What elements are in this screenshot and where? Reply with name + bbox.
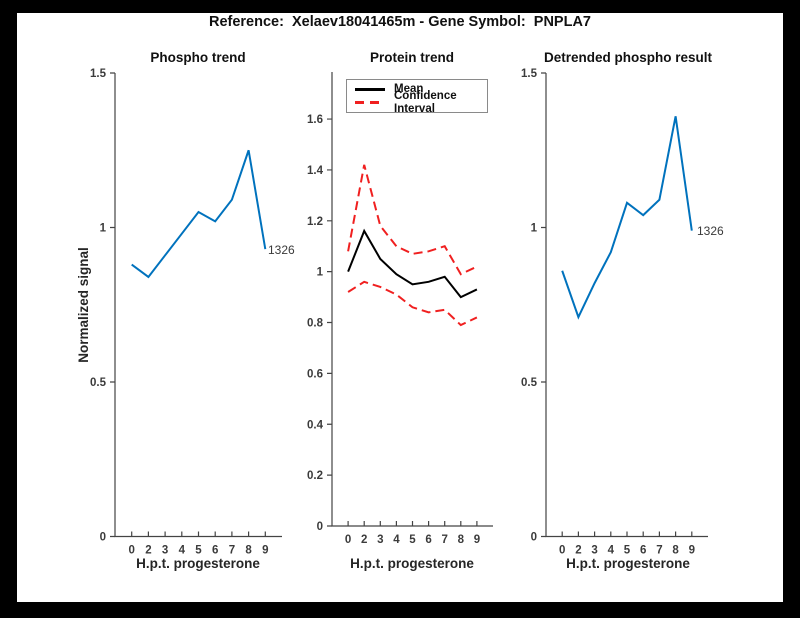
x-tick-label: 9 [689,545,695,557]
figure-title: Reference: Xelaev18041465m - Gene Symbol… [208,14,591,30]
x-tick-label: 8 [245,545,252,557]
legend-item-ci: Confidence Interval [347,90,487,115]
y-tick-label: 1 [531,223,538,235]
x-tick-label: 7 [441,534,447,546]
x-tick-label: 8 [672,545,679,557]
mean-line-swatch [355,87,385,91]
x-tick-label: 0 [345,534,351,546]
y-tick-label: 0.6 [307,368,323,380]
y-tick-label: 1.5 [90,68,107,80]
tick-marks [327,118,478,527]
axis-lines [114,73,282,538]
x-tick-label: 5 [624,545,631,557]
x-tick-label: 3 [377,534,383,546]
phospho-plot: 00.511.50 2 3 4 5 6 7 8 9 [90,68,282,557]
x-tick-label: 9 [474,534,480,546]
x-tick-label: 6 [425,534,431,546]
y-tick-label: 1.2 [307,216,323,228]
tick-marks [110,72,266,538]
legend-item-mean: Mean [347,83,487,96]
y-tick-label: 1 [317,267,324,279]
legend: Mean Confidence Interval [346,79,488,115]
ci-upper-line [347,164,478,276]
legend-label-ci: Confidence Interval [394,89,457,115]
y-tick-label: 0 [100,532,106,544]
x-tick-label: 7 [656,545,662,557]
x-tick-label: 4 [393,534,400,546]
y-tick-label: 1.4 [307,165,324,177]
endpoint-label-phospho: 1326 [268,243,295,257]
legend-label-mean: Mean [394,82,424,95]
y-tick-label: 0.8 [307,318,324,330]
x-tick-label: 4 [608,545,615,557]
x-tick-label: 9 [262,545,268,557]
x-tick-label: 5 [195,545,202,557]
endpoint-label-detrended: 1326 [697,224,724,238]
x-tick-label: 3 [591,545,597,557]
detrended-plot: 00.511.50 2 3 4 5 6 7 8 9 [521,68,708,557]
y-tick-label: 0.4 [307,419,324,431]
x-tick-label: 0 [559,545,565,557]
y-axis-label: Normalized signal [76,247,91,363]
y-tick-label: 0.5 [90,377,107,389]
x-tick-label: 5 [409,534,416,546]
y-tick-label: 0.5 [521,377,538,389]
x-tick-label: 2 [145,545,151,557]
y-tick-label: 1.6 [307,114,323,126]
x-tick-label: 7 [229,545,235,557]
tick-marks [541,72,693,538]
y-tick-label: 0.2 [307,470,323,482]
protein-trend-title: Protein trend [369,50,454,65]
mean-line [347,228,478,299]
x-tick-label: 8 [458,534,465,546]
y-tick-label: 1.5 [521,68,538,80]
x-axis-label-protein: H.p.t. progesterone [350,556,474,571]
y-tick-label: 1 [100,223,107,235]
detrended-signal-line [561,116,693,320]
x-tick-label: 6 [640,545,646,557]
y-tick-label: 0 [317,521,323,533]
axis-lines [545,73,708,538]
x-tick-label: 3 [162,545,168,557]
detrended-result-title: Detrended phospho result [543,50,712,65]
ci-lower-line [347,280,478,327]
axis-lines [331,72,493,527]
phospho-trend-title: Phospho trend [150,50,246,65]
ci-line-swatch [355,101,385,105]
phospho-signal-line [131,149,267,279]
x-tick-label: 0 [128,545,134,557]
protein-plot: 00.20.40.60.811.21.41.60 2 3 4 5 6 7 8 9 [307,72,493,546]
y-tick-label: 0 [531,532,537,544]
x-tick-label: 4 [179,545,186,557]
x-tick-label: 6 [212,545,218,557]
x-tick-label: 2 [361,534,367,546]
x-axis-label-phospho: H.p.t. progesterone [136,556,260,571]
x-tick-label: 2 [575,545,581,557]
x-axis-label-detrended: H.p.t. progesterone [566,556,690,571]
